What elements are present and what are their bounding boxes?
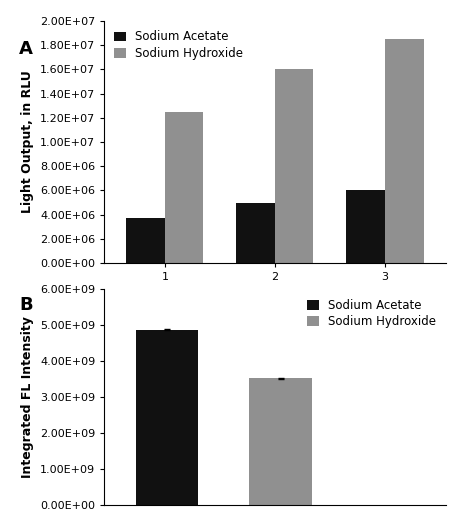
- Legend: Sodium Acetate, Sodium Hydroxide: Sodium Acetate, Sodium Hydroxide: [303, 295, 440, 332]
- Bar: [346, 190, 385, 263]
- Bar: [237, 203, 275, 263]
- Bar: [385, 39, 424, 263]
- Legend: Sodium Acetate, Sodium Hydroxide: Sodium Acetate, Sodium Hydroxide: [110, 27, 246, 64]
- Bar: [136, 330, 198, 505]
- Bar: [249, 378, 312, 505]
- Text: A: A: [19, 41, 33, 58]
- Y-axis label: Integrated FL Intensity: Integrated FL Intensity: [21, 316, 35, 478]
- Bar: [126, 218, 165, 263]
- Bar: [165, 112, 203, 263]
- Text: B: B: [19, 296, 33, 314]
- Y-axis label: Light Output, in RLU: Light Output, in RLU: [21, 70, 35, 214]
- Bar: [275, 69, 313, 263]
